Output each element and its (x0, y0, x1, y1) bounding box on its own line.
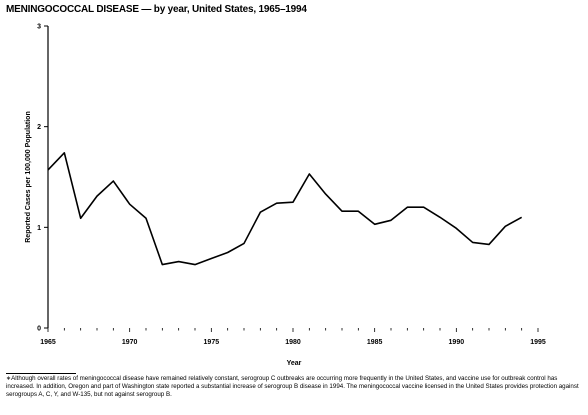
y-axis-title: Reported Cases per 100,000 Population (25, 111, 32, 243)
x-tick-label: 1980 (285, 339, 301, 346)
footnote: ∗Although overall rates of meningococcal… (6, 375, 579, 398)
y-tick-label: 3 (37, 24, 41, 31)
x-tick-labels: 1965 1970 1975 1980 1985 1990 1995 (40, 339, 546, 346)
x-tick-label: 1965 (40, 339, 56, 346)
y-tick-labels: 0 1 2 3 (37, 24, 41, 333)
x-axis (47, 328, 539, 332)
x-axis-title: Year (287, 360, 302, 367)
x-tick-label: 1985 (367, 339, 383, 346)
x-tick-label: 1995 (530, 339, 546, 346)
series-group (47, 152, 523, 266)
footnote-rule (6, 373, 76, 374)
y-tick-label: 2 (37, 124, 41, 131)
y-tick-label: 0 (37, 326, 41, 333)
y-tick-label: 1 (37, 225, 41, 232)
line-chart: 0 1 2 3 1965 1970 1975 1980 1985 1990 1995 Report… (25, 24, 546, 368)
x-tick-label: 1975 (204, 339, 220, 346)
series-line (47, 152, 523, 266)
y-axis (44, 25, 49, 329)
chart-title: MENINGOCOCCAL DISEASE — by year, United … (6, 4, 307, 15)
x-tick-label: 1970 (122, 339, 138, 346)
x-tick-label: 1990 (449, 339, 465, 346)
